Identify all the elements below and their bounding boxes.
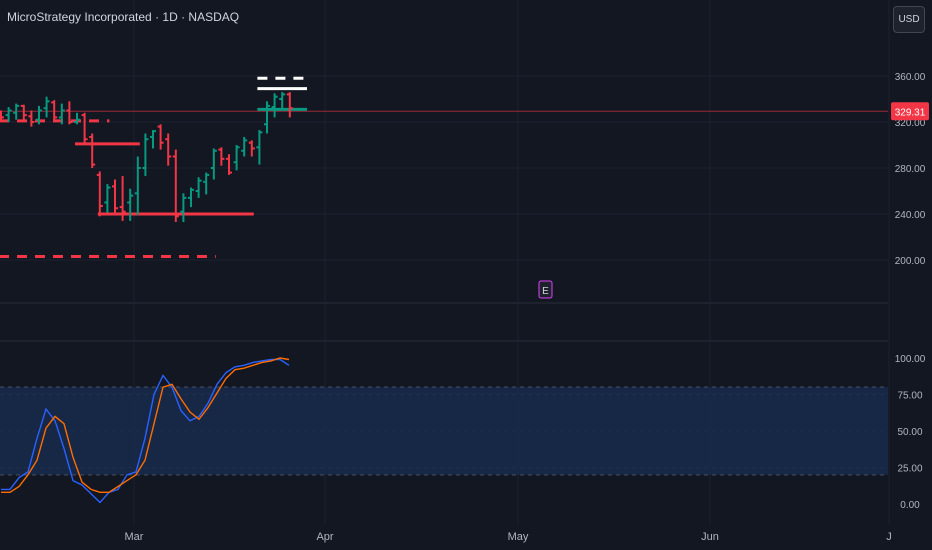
ohlc-bar <box>5 107 12 122</box>
stoch-series-line <box>1 358 290 504</box>
ohlc-bar <box>264 101 270 134</box>
time-tick-label: May <box>508 531 529 543</box>
ohlc-bar <box>89 133 96 168</box>
ohlc-bar <box>195 177 202 198</box>
stoch-tick-label: 50.00 <box>897 427 922 438</box>
ohlc-bar <box>203 172 210 195</box>
ohlc-bar <box>119 176 126 221</box>
stoch-series-line <box>1 357 290 493</box>
chart-title: MicroStrategy Incorporated · 1D · NASDAQ <box>7 10 240 24</box>
ohlc-bar <box>256 130 263 165</box>
earnings-marker[interactable]: E <box>538 280 553 299</box>
ohlc-bar <box>241 136 248 157</box>
ohlc-bar <box>51 100 58 121</box>
ohlc-bar <box>218 147 225 166</box>
ohlc-bar <box>112 179 118 216</box>
time-tick-label: J <box>886 531 892 543</box>
ohlc-bar <box>74 112 80 125</box>
ohlc-bar <box>210 148 217 180</box>
ohlc-bar <box>66 101 73 125</box>
time-tick-label: Jun <box>701 531 719 543</box>
last-price-label: 329.31 <box>895 107 926 118</box>
ohlc-bars <box>0 92 293 223</box>
time-tick-label: Mar <box>125 531 144 543</box>
ohlc-bar <box>271 93 278 118</box>
ohlc-bar <box>233 145 240 171</box>
ohlc-bar <box>172 149 179 223</box>
price-tick-label: 320.00 <box>895 118 926 129</box>
ohlc-bar <box>188 187 194 208</box>
currency-button[interactable]: USD <box>893 6 925 33</box>
ohlc-bar <box>96 171 103 217</box>
price-tick-label: 280.00 <box>895 164 926 175</box>
stoch-tick-label: 100.00 <box>895 354 926 365</box>
ohlc-bar <box>43 96 50 118</box>
ohlc-bar <box>150 130 156 149</box>
price-axis[interactable]: 360.00 320.00 280.00 240.00 200.00 100.00 75.0… <box>895 72 926 511</box>
ohlc-bar <box>226 154 232 175</box>
ohlc-bar <box>142 133 149 177</box>
stoch-band <box>0 387 888 475</box>
ohlc-bar <box>36 105 42 125</box>
last-price-badge: 329.31 <box>891 102 929 121</box>
earnings-label: E <box>542 286 549 297</box>
time-axis[interactable]: Mar Apr May Jun J <box>125 531 892 543</box>
ohlc-bar <box>58 103 65 125</box>
ohlc-bar <box>248 140 255 157</box>
ohlc-bar <box>286 92 293 118</box>
stoch-tick-label: 75.00 <box>897 391 922 402</box>
ohlc-bar <box>134 156 141 216</box>
ohlc-bar <box>165 133 172 166</box>
stoch-tick-label: 25.00 <box>897 464 922 475</box>
ohlc-bar <box>279 92 286 111</box>
ohlc-bar <box>20 104 27 120</box>
price-tick-label: 360.00 <box>895 72 926 83</box>
ohlc-bar <box>13 103 20 120</box>
ohlc-bar <box>104 184 111 213</box>
ohlc-bar <box>127 188 134 221</box>
stoch-tick-label: 0.00 <box>900 500 920 511</box>
ohlc-bar <box>180 193 187 223</box>
ohlc-bar <box>157 124 164 150</box>
ohlc-bar <box>0 110 4 120</box>
ohlc-bar <box>81 112 88 143</box>
stoch-lines <box>1 357 290 504</box>
price-tick-label: 200.00 <box>895 256 926 267</box>
ohlc-bar <box>28 110 35 127</box>
price-tick-label: 240.00 <box>895 210 926 221</box>
time-tick-label: Apr <box>316 531 333 543</box>
